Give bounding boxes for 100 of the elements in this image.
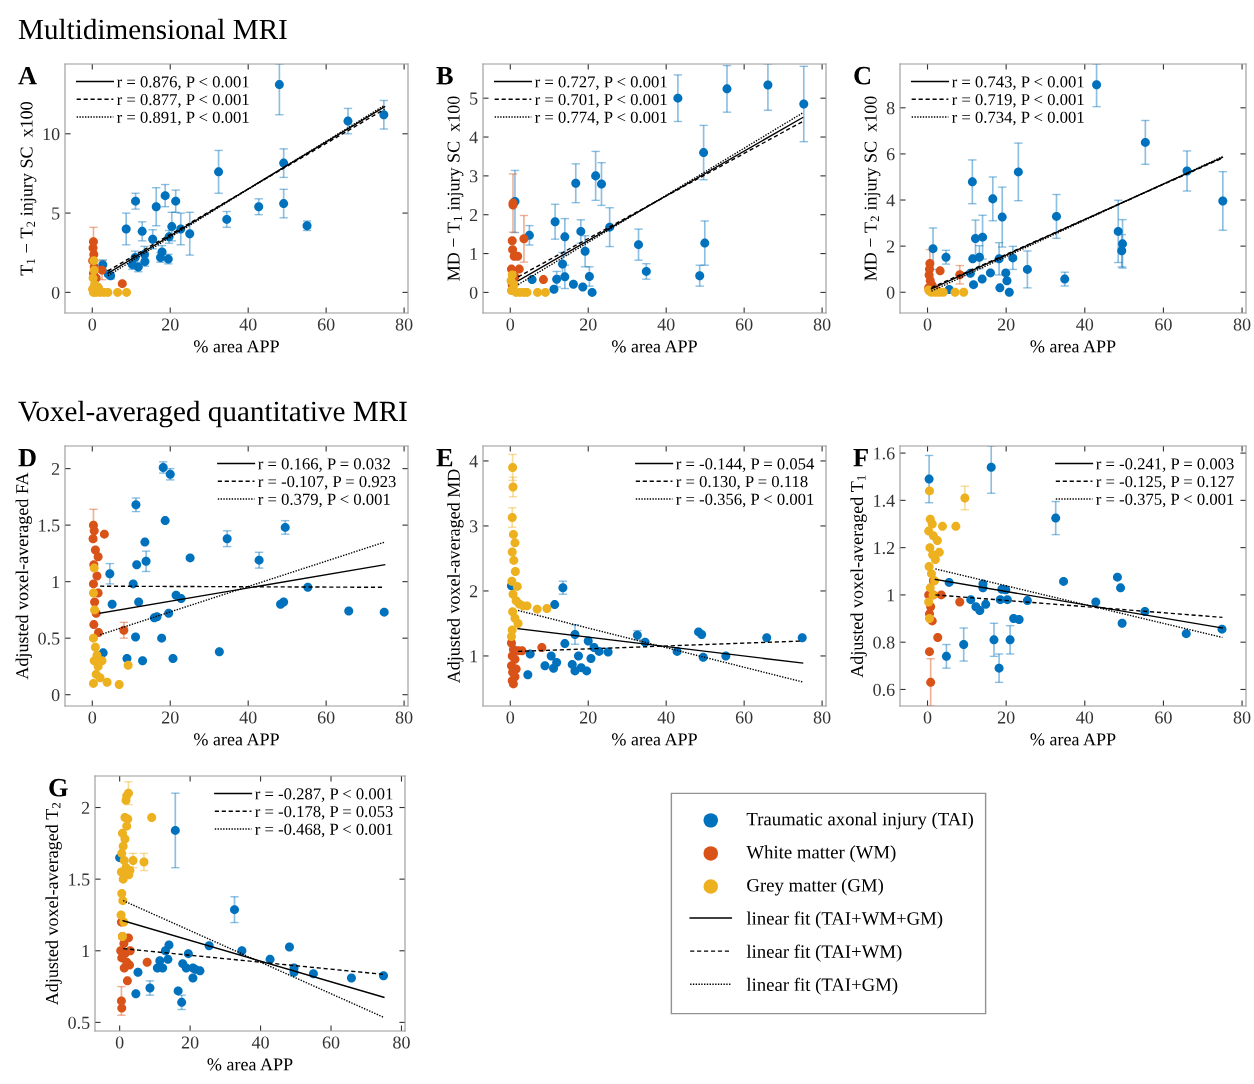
x-tick-label: 40 xyxy=(239,711,257,724)
chart-subtitle: Multidimensional MRI xyxy=(18,18,287,40)
annotation: r = -0.468, P < 0.001 xyxy=(255,823,393,838)
y-tick-label: 4 xyxy=(886,194,895,207)
x-tick-label: 0 xyxy=(506,711,515,724)
x-tick-label: 20 xyxy=(997,318,1015,331)
x-tick-label: 60 xyxy=(735,711,753,724)
x-tick-label: 40 xyxy=(657,318,675,331)
y-tick-label: 0.5 xyxy=(68,1016,90,1029)
x-tick-label: 80 xyxy=(1233,711,1251,724)
x-tick-label: 40 xyxy=(657,711,675,724)
legend-label: r = 0.876, P < 0.001 xyxy=(117,76,249,90)
x-axis-title: % area APP xyxy=(1030,340,1116,353)
chart-title: E xyxy=(436,449,453,467)
legend-label: r = -0.107, P = 0.923 xyxy=(258,475,396,490)
y-tick-label: 1.5 xyxy=(39,519,60,532)
x-tick-label: 60 xyxy=(317,318,335,331)
y-tick-label: 3 xyxy=(469,170,478,183)
x-tick-label: 80 xyxy=(1233,318,1251,331)
x-tick-label: 40 xyxy=(251,1036,269,1049)
y-tick-label: 6 xyxy=(886,148,895,161)
legend-label: Traumatic axonal injury (TAI) xyxy=(746,812,973,830)
chart-title: G xyxy=(49,778,68,797)
legend-label: r = 0.701, P < 0.001 xyxy=(535,93,667,108)
x-tick-label: 20 xyxy=(580,711,597,724)
x-tick-label: 80 xyxy=(395,711,413,724)
y-tick-label: 2 xyxy=(81,801,90,814)
y-tick-label: 1 xyxy=(470,650,478,663)
legend-label: r = -0.125, P = 0.127 xyxy=(1096,475,1234,490)
legend-label: r = 0.379, P < 0.001 xyxy=(258,493,390,508)
x-tick-label: 0 xyxy=(923,711,932,724)
annotation: r = -0.287, P < 0.001 xyxy=(255,788,393,802)
x-tick-label: 20 xyxy=(162,318,179,331)
y-tick-label: 10 xyxy=(43,128,60,141)
y-tick-label: 8 xyxy=(886,102,895,115)
legend-label: r = 0.774, P < 0.001 xyxy=(535,111,667,126)
legend-label: r = 0.877, P < 0.001 xyxy=(117,93,249,108)
legend-label: r = -0.375, P < 0.001 xyxy=(1096,493,1234,508)
x-tick-label: 60 xyxy=(322,1036,340,1049)
y-tick-label: 1 xyxy=(52,576,60,588)
x-axis-title: % area APP xyxy=(193,733,279,746)
legend-label: r = 0.719, P < 0.001 xyxy=(952,93,1084,108)
legend-label: r = 0.130, P = 0.118 xyxy=(676,475,808,490)
x-tick-label: 80 xyxy=(813,711,831,724)
x-tick-label: 60 xyxy=(317,711,335,724)
y-tick-label: 1 xyxy=(887,589,895,602)
legend-label: r = 0.166, P = 0.032 xyxy=(258,458,390,472)
legend-label: r = -0.241, P = 0.003 xyxy=(1096,458,1234,472)
chart-title: B xyxy=(436,67,453,85)
y-tick-label: 4 xyxy=(469,131,478,144)
x-tick-label: 60 xyxy=(735,318,753,331)
legend-label: linear fit (TAI+WM+GM) xyxy=(746,911,943,929)
x-tick-label: 60 xyxy=(1155,711,1172,724)
x-axis-title: % area APP xyxy=(611,733,697,746)
x-tick-label: 40 xyxy=(1076,711,1094,724)
y-tick-label: 5 xyxy=(52,207,60,220)
chart-title: A xyxy=(18,66,37,85)
legend-label: linear fit (TAI+WM) xyxy=(746,944,902,962)
y-tick-label: 5 xyxy=(470,92,478,105)
y-tick-label: 1.4 xyxy=(874,494,895,507)
y-axis-title: Adjusted voxel-averaged T$_{1}$ xyxy=(850,475,867,678)
y-tick-label: 0.6 xyxy=(873,683,895,696)
y-tick-label: 2 xyxy=(469,209,478,221)
x-tick-label: 0 xyxy=(115,1036,124,1049)
y-tick-label: 0 xyxy=(51,286,60,299)
x-axis-title: % area APP xyxy=(611,340,697,353)
y-axis-title: MD − T$_{1}$ injury SC x100 xyxy=(447,96,464,281)
y-tick-label: 2 xyxy=(886,240,895,253)
x-tick-label: 40 xyxy=(1076,318,1094,331)
x-tick-label: 20 xyxy=(181,1036,199,1049)
x-tick-label: 20 xyxy=(580,318,597,331)
x-tick-label: 40 xyxy=(239,318,257,331)
y-axis-title: Adjusted voxel-averaged MD xyxy=(447,469,464,684)
chart-title: F xyxy=(853,449,868,467)
x-tick-label: 0 xyxy=(506,318,515,331)
y-tick-label: 1.2 xyxy=(874,541,895,555)
x-axis-title: % area APP xyxy=(207,1058,293,1071)
y-tick-label: 1 xyxy=(82,945,90,958)
y-tick-label: 1 xyxy=(470,247,478,260)
y-tick-label: 0 xyxy=(469,286,478,299)
chart-subtitle: Voxel-averaged quantitative MRI xyxy=(18,400,407,428)
legend-label: r = 0.891, P < 0.001 xyxy=(117,111,249,126)
legend-label: White matter (WM) xyxy=(746,845,896,863)
y-tick-label: 0.8 xyxy=(873,636,895,649)
y-axis-title: T$_{1}$ − T$_{2}$ injury SC x100 xyxy=(20,101,37,276)
y-tick-label: 0 xyxy=(886,286,895,299)
x-tick-label: 0 xyxy=(923,318,932,331)
y-tick-label: 0.5 xyxy=(38,632,60,645)
legend-label: r = 0.734, P < 0.001 xyxy=(952,111,1084,126)
annotation: r = -0.178, P = 0.053 xyxy=(255,805,393,820)
y-tick-label: 2 xyxy=(469,585,478,598)
y-tick-label: 1.6 xyxy=(874,447,895,460)
y-axis-title: Adjusted voxel-averaged T$_{2}$ xyxy=(45,802,62,1006)
legend-label: r = -0.356, P < 0.001 xyxy=(676,493,814,508)
y-tick-label: 1.5 xyxy=(69,873,90,886)
y-tick-label: 2 xyxy=(51,462,60,475)
x-axis-title: % area APP xyxy=(1030,733,1116,746)
x-tick-label: 80 xyxy=(395,318,413,331)
x-axis-title: % area APP xyxy=(193,340,279,353)
x-tick-label: 80 xyxy=(813,318,831,331)
